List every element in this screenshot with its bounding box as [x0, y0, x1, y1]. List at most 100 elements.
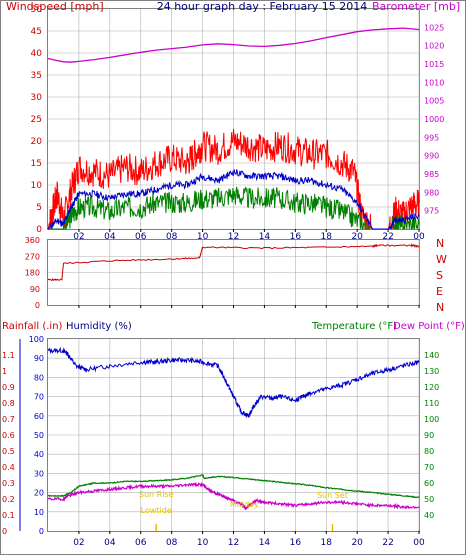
humidity-tick-label: 70 [34, 393, 44, 402]
rain-tick-label: 0.7 [2, 415, 15, 424]
x-tick-label: 20 [351, 232, 363, 242]
direction-tick-label: 360 [25, 236, 40, 245]
temperature-tick-label: 100 [424, 415, 439, 424]
x-tick-label: 22 [382, 232, 393, 242]
humidity-tick-label: 30 [34, 469, 44, 478]
wind-low-line [48, 186, 420, 230]
x-tick-label: 10 [197, 232, 209, 242]
temperature-tick-label: 130 [424, 367, 439, 376]
temperature-tick-label: 60 [424, 479, 434, 488]
rain-tick-label: 0.3 [2, 479, 15, 488]
rain-tick-label: 0.2 [2, 495, 15, 504]
wind-tick-label: 10 [31, 181, 43, 191]
rain-tick-label: 0.9 [2, 383, 15, 392]
wind-tick-label: 0 [36, 225, 42, 235]
wind-tick-label: 25 [31, 115, 42, 125]
barometer-tick-label: 1015 [424, 60, 444, 69]
direction-tick-label: 270 [25, 252, 40, 261]
compass-label: W [436, 253, 447, 266]
rainfall-axis-title: Rainfall (.in) [2, 321, 63, 332]
humidity-tick-label: 80 [34, 373, 44, 382]
barometer-tick-label: 1005 [424, 97, 444, 106]
humidity-line [47, 346, 420, 419]
humidity-tick-label: 100 [29, 335, 44, 344]
temperature-tick-label: 120 [424, 383, 439, 392]
wind-direction-line [47, 242, 420, 282]
temperature-axis-title: Temperature (°F) [311, 321, 397, 332]
rain-tick-label: 0.4 [2, 463, 15, 472]
wind-tick-label: 15 [31, 159, 42, 169]
humidity-tick-label: 40 [34, 450, 44, 459]
wind-average-line [47, 169, 420, 230]
barometer-tick-label: 1020 [424, 42, 444, 51]
annotations: Sun Rise Lowtide Midday Sun Set [139, 490, 348, 531]
rain-tick-label: 0.5 [2, 447, 15, 456]
x-tick-label: 06 [135, 538, 147, 548]
rain-tick-label: 0.8 [2, 399, 15, 408]
wind-tick-label: 30 [31, 93, 43, 103]
temperature-tick-label: 140 [424, 351, 439, 360]
temperature-tick-label: 50 [424, 495, 434, 504]
x-tick-label: 06 [135, 232, 147, 242]
rain-tick-label: 0.1 [2, 511, 15, 520]
x-tick-label: 00 [413, 538, 425, 548]
dewpoint-line [47, 481, 420, 511]
x-tick-label: 22 [382, 538, 393, 548]
page-title: 24 hour graph day : February 15 2014 [157, 0, 368, 13]
temperature-line [48, 474, 420, 499]
x-tick-label: 12 [228, 538, 239, 548]
direction-tick-label: 90 [30, 285, 40, 294]
x-tick-label: 02 [73, 232, 84, 242]
x-tick-label: 00 [413, 232, 425, 242]
temperature-tick-label: 40 [424, 511, 434, 520]
x-tick-label: 08 [166, 538, 178, 548]
x-tick-label: 16 [290, 232, 302, 242]
sun-annotation: Midday [230, 500, 259, 509]
sun-annotation: Sun Rise [139, 490, 174, 499]
temperature-tick-label: 80 [424, 447, 434, 456]
barometer-tick-label: 980 [424, 188, 439, 197]
wind-tick-label: 35 [31, 71, 42, 81]
wind-tick-label: 20 [31, 137, 43, 147]
x-tick-label: 18 [321, 232, 333, 242]
barometer-tick-label: 1010 [424, 78, 444, 87]
x-tick-label: 14 [259, 538, 271, 548]
compass-label: N [436, 301, 444, 314]
temperature-tick-label: 90 [424, 431, 434, 440]
x-tick-label: 04 [104, 538, 116, 548]
barometer-axis-title: Barometer [mb] [372, 0, 460, 13]
direction-tick-label: 180 [25, 269, 40, 278]
barometer-tick-label: 995 [424, 133, 439, 142]
humidity-tick-label: 90 [34, 354, 44, 363]
barometer-tick-label: 985 [424, 170, 439, 179]
rain-tick-label: 0.6 [2, 431, 15, 440]
series-lines [47, 27, 420, 511]
rain-tick-label: 1 [2, 367, 7, 376]
grid-lines [48, 9, 420, 531]
wind-tick-label: 50 [31, 5, 43, 15]
barometer-tick-label: 975 [424, 207, 439, 216]
x-tick-label: 18 [321, 538, 333, 548]
direction-tick-label: 0 [35, 301, 40, 310]
x-tick-label: 02 [73, 538, 84, 548]
wind-tick-label: 45 [31, 27, 42, 37]
wind-tick-label: 40 [31, 49, 43, 59]
barometer-tick-label: 1000 [424, 115, 444, 124]
barometer-line [47, 27, 420, 63]
x-tick-label: 12 [228, 232, 239, 242]
sun-annotation: Lowtide [141, 506, 172, 515]
sun-annotation: Sun Set [317, 491, 348, 500]
temperature-tick-label: 70 [424, 463, 434, 472]
compass-label: E [436, 285, 443, 298]
x-tick-label: 20 [351, 538, 363, 548]
barometer-tick-label: 990 [424, 152, 439, 161]
humidity-tick-label: 50 [34, 431, 44, 440]
rain-tick-label: 0 [2, 527, 7, 536]
wind-tick-label: 5 [36, 203, 42, 213]
humidity-tick-label: 60 [34, 412, 44, 421]
x-tick-label: 04 [104, 232, 116, 242]
wind-axis-title: Windspeed [mph] [6, 0, 104, 13]
